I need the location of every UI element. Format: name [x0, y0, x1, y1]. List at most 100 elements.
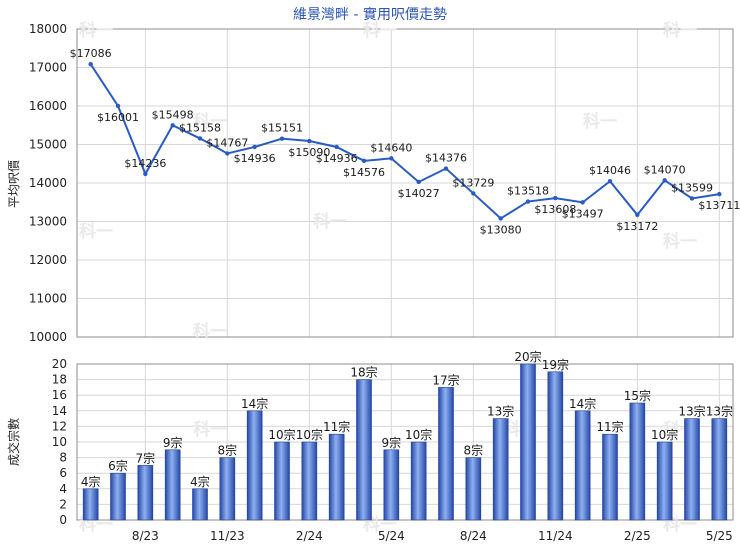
price-tick-label: 17000: [29, 61, 67, 75]
chart-title: 維景灣畔 - 實用呎價走勢: [293, 6, 447, 23]
price-data-label: $14640: [370, 141, 412, 154]
volume-data-label: 9宗: [382, 435, 402, 450]
volume-bar: [137, 465, 154, 521]
x-tick-label: 2/25: [624, 529, 651, 543]
price-point: [88, 61, 93, 67]
watermark-mark: 科一: [363, 20, 397, 41]
price-point: [635, 212, 640, 218]
volume-bar: [711, 418, 728, 521]
price-point: [389, 156, 394, 161]
price-data-label: $15151: [261, 122, 303, 135]
volume-bar: [274, 441, 290, 521]
price-point: [607, 179, 613, 184]
price-point: [717, 191, 722, 197]
price-data-label: $14236: [124, 157, 166, 170]
watermark-mark: 科一: [79, 221, 113, 242]
price-data-label: $13518: [507, 185, 549, 198]
watermark-mark: 科一: [193, 419, 227, 440]
volume-data-label: 10宗: [405, 427, 432, 442]
watermark-mark: 科一: [313, 211, 347, 232]
price-point: [471, 191, 476, 196]
price-tick-label: 18000: [29, 22, 67, 36]
price-data-label: $17086: [70, 47, 112, 60]
price-point: [580, 200, 585, 205]
price-point: [416, 179, 421, 185]
x-tick-label: 5/25: [706, 529, 733, 543]
price-plot-frame: [76, 28, 734, 338]
watermark-mark: 科一: [663, 20, 697, 41]
price-series-line: [89, 63, 720, 220]
volume-data-label: 8宗: [218, 443, 238, 458]
price-data-label: $13711: [698, 199, 740, 212]
volume-tick-label: 16: [52, 388, 67, 402]
price-data-label: $14576: [343, 166, 385, 179]
price-data-label: $14767: [206, 136, 248, 149]
price-data-label: $14027: [398, 187, 440, 200]
volume-tick-label: 6: [59, 466, 67, 480]
volume-bar: [82, 488, 99, 521]
price-data-label: $14936: [234, 152, 276, 165]
volume-bar: [547, 371, 564, 521]
volume-data-label: 14宗: [241, 396, 268, 411]
volume-bar: [656, 441, 673, 521]
x-tick-label: 5/24: [378, 529, 405, 543]
price-data-label: $14376: [425, 152, 467, 165]
price-data-label: $13497: [562, 207, 604, 220]
volume-bar: [192, 488, 208, 521]
price-data-label: $13080: [480, 223, 522, 236]
volume-plot-frame: [76, 363, 734, 521]
volume-bar: [356, 379, 372, 521]
price-tick-label: 12000: [29, 253, 67, 267]
price-data-label: $14046: [589, 164, 631, 177]
price-point: [361, 158, 367, 164]
volume-bar: [520, 363, 536, 521]
volume-data-label: 10宗: [296, 427, 323, 442]
volume-data-label: 15宗: [624, 388, 651, 403]
price-point: [170, 123, 175, 128]
volume-bar: [328, 433, 345, 521]
volume-bar: [246, 410, 263, 521]
volume-tick-label: 2: [59, 497, 67, 511]
volume-data-label: 14宗: [569, 396, 596, 411]
volume-data-label: 19宗: [542, 357, 569, 372]
volume-tick-label: 14: [52, 404, 67, 418]
price-point: [498, 216, 503, 221]
volume-tick-label: 8: [59, 451, 67, 465]
x-tick-label: 8/23: [132, 529, 159, 543]
watermark-mark: 科一: [193, 111, 227, 132]
volume-data-label: 13宗: [678, 404, 705, 419]
price-data-label: $15158: [179, 121, 221, 134]
volume-bar: [574, 410, 591, 521]
volume-bar: [410, 441, 427, 521]
price-data-label: $14070: [644, 163, 686, 176]
volume-bar: [492, 418, 509, 521]
price-data-label: $15498: [152, 108, 194, 121]
volume-tick-label: 0: [59, 513, 67, 527]
price-point: [662, 178, 667, 183]
volume-data-label: 10宗: [268, 427, 295, 442]
volume-tick-label: 20: [52, 357, 67, 371]
price-data-label: $13729: [452, 176, 494, 189]
x-tick-label: 11/23: [210, 529, 245, 543]
x-tick-label: 8/24: [460, 529, 487, 543]
price-point: [553, 195, 558, 201]
volume-bar: [301, 441, 318, 521]
x-tick-label: 11/24: [538, 529, 573, 543]
price-data-label: $13172: [616, 220, 658, 233]
volume-bar: [602, 433, 618, 521]
volume-tick-label: 10: [52, 435, 67, 449]
volume-axis-title: 成交宗數: [6, 418, 21, 466]
price-axis-title: 平均呎價: [7, 160, 21, 208]
volume-bar: [219, 457, 236, 521]
volume-data-label: 10宗: [651, 427, 678, 442]
volume-bar: [684, 418, 700, 521]
volume-bar: [164, 449, 181, 521]
price-data-label: $15090: [288, 146, 330, 159]
price-line-panel: 10000 11000 12000 13000 14000 15000 16000 17000…: [29, 20, 740, 344]
price-point: [252, 144, 257, 150]
price-data-label: $13599: [671, 181, 713, 194]
volume-bar: [629, 402, 646, 521]
volume-tick-label: 12: [52, 419, 67, 433]
volume-data-label: 7宗: [136, 450, 156, 465]
